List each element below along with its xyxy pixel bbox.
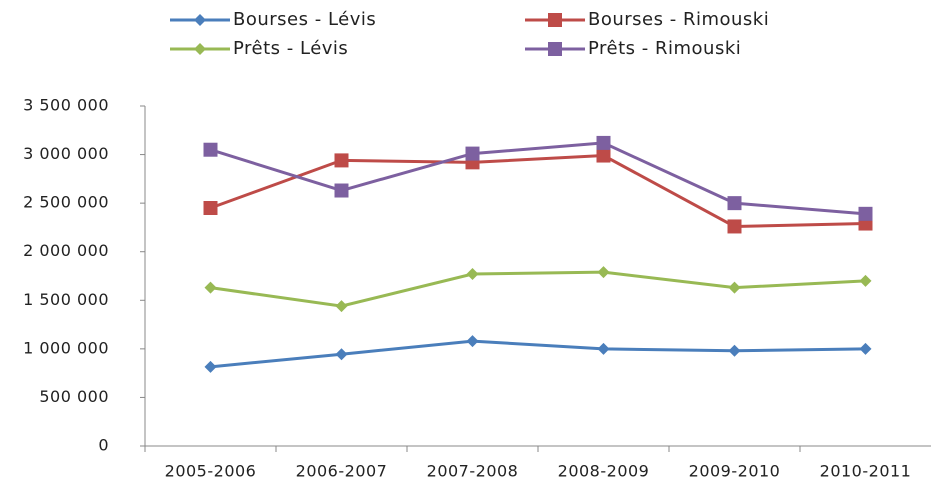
series-line: [210, 270, 866, 308]
y-tick-label: 3 500 000: [23, 96, 109, 115]
x-tick-label: 2006-2007: [296, 462, 388, 481]
data-point: [335, 300, 348, 313]
data-point: [859, 342, 872, 355]
data-point: [596, 135, 611, 150]
data-point: [859, 274, 872, 287]
legend-label: Prêts - Rimouski: [588, 38, 741, 59]
legend-marker: [194, 43, 206, 55]
data-point: [204, 360, 217, 373]
data-point: [858, 206, 873, 221]
y-tick-label: 2 500 000: [23, 193, 109, 212]
y-tick-label: 1 000 000: [23, 338, 109, 357]
data-point: [728, 344, 741, 357]
x-tick-label: 2008-2009: [558, 462, 650, 481]
y-tick-label: 500 000: [39, 387, 109, 406]
legend-label: Bourses - Lévis: [233, 9, 376, 30]
legend-marker: [548, 13, 562, 27]
legend-label: Prêts - Lévis: [233, 38, 348, 59]
x-tick-label: 2005-2006: [165, 462, 257, 481]
y-tick-label: 0: [98, 436, 109, 455]
data-point: [597, 266, 610, 279]
data-point: [334, 183, 349, 198]
y-tick-label: 1 500 000: [23, 290, 109, 309]
data-point: [727, 196, 742, 211]
legend-label: Bourses - Rimouski: [588, 9, 769, 30]
data-point: [203, 142, 218, 157]
data-point: [465, 146, 480, 161]
data-point: [597, 342, 610, 355]
legend: Bourses - Lévis Bourses - Rimouski Prêts -…: [170, 9, 769, 59]
legend-marker: [194, 14, 206, 26]
y-tick-label: 3 000 000: [23, 144, 109, 163]
data-point: [728, 281, 741, 294]
series-line: [210, 141, 866, 216]
x-tick-label: 2010-2011: [820, 462, 912, 481]
data-point: [334, 153, 349, 168]
x-tick-label: 2009-2010: [689, 462, 781, 481]
data-point: [466, 335, 479, 348]
data-point: [466, 268, 479, 281]
data-point: [727, 219, 742, 234]
legend-marker: [548, 42, 562, 56]
x-tick-label: 2007-2008: [427, 462, 519, 481]
data-point: [596, 148, 611, 163]
data-point: [203, 201, 218, 215]
y-tick-label: 2 000 000: [23, 241, 109, 260]
series-line: [210, 339, 866, 369]
data-point: [335, 348, 348, 361]
data-point: [204, 281, 217, 294]
series-line: [209, 154, 866, 228]
